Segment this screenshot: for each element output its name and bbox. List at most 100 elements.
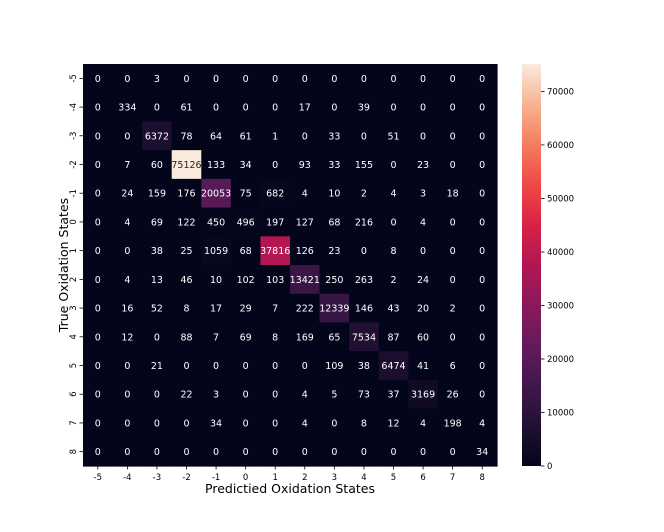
heatmap-cell-label: 0 xyxy=(390,217,396,228)
heatmap-cell xyxy=(230,437,262,467)
heatmap-cell-label: 0 xyxy=(154,390,160,401)
heatmap-cell xyxy=(467,351,498,381)
heatmap-cell xyxy=(230,265,262,295)
heatmap-cell xyxy=(83,408,114,438)
heatmap-cell xyxy=(230,150,262,180)
heatmap-cell-label: 17 xyxy=(210,304,222,315)
heatmap-cell xyxy=(201,293,232,324)
heatmap-cell-label: 41 xyxy=(417,361,429,372)
heatmap-cell xyxy=(112,379,143,410)
heatmap-cell-label: 61 xyxy=(240,131,252,142)
heatmap-cell-label: 6372 xyxy=(145,131,169,142)
heatmap-cell xyxy=(290,236,321,266)
heatmap-cell xyxy=(349,322,380,352)
heatmap-cell xyxy=(378,351,409,381)
heatmap-cell-label: 2 xyxy=(361,189,367,200)
heatmap-cell xyxy=(260,178,291,209)
y-tick-label: -3 xyxy=(69,132,79,140)
heatmap-cell xyxy=(142,351,173,381)
heatmap-cell xyxy=(319,178,350,209)
heatmap-cell-label: 20053 xyxy=(201,189,231,200)
heatmap-cell-label: 0 xyxy=(95,160,101,171)
heatmap-cell-label: 0 xyxy=(361,246,367,257)
heatmap-cell xyxy=(349,64,380,94)
heatmap-cell-label: 0 xyxy=(95,447,101,458)
heatmap-cell xyxy=(83,178,114,209)
heatmap-cell-label: 0 xyxy=(95,304,101,315)
heatmap-cell-label: 7 xyxy=(124,160,130,171)
heatmap-cell xyxy=(467,408,498,438)
heatmap-cell xyxy=(230,293,262,324)
heatmap-cell xyxy=(319,150,350,180)
heatmap-cell-label: 0 xyxy=(331,447,337,458)
heatmap-cell xyxy=(142,150,173,180)
colorbar-ticks: 0 10000 20000 30000 40000 50000 60000 70000 xyxy=(541,87,574,472)
heatmap-cell xyxy=(467,92,498,123)
heatmap-cell-label: 12 xyxy=(121,332,133,343)
heatmap-cell-label: 0 xyxy=(213,103,219,114)
heatmap-cell-label: 334 xyxy=(118,103,136,114)
heatmap-cell xyxy=(83,121,114,151)
y-tick-label: -1 xyxy=(69,189,79,197)
heatmap-cell xyxy=(171,437,202,467)
x-tick-label: -3 xyxy=(153,473,161,483)
heatmap-cell-label: 18 xyxy=(447,189,459,200)
heatmap-cell-label: 37816 xyxy=(260,246,290,257)
heatmap-cell xyxy=(319,92,350,123)
heatmap-cell-label: 8 xyxy=(361,418,367,429)
heatmap-cell-label: 0 xyxy=(243,390,249,401)
heatmap-cell xyxy=(319,236,350,266)
heatmap-cell-label: 0 xyxy=(124,74,130,85)
heatmap-cell-label: 0 xyxy=(479,189,485,200)
heatmap-cell-label: 37 xyxy=(387,390,399,401)
heatmap-cell-label: 0 xyxy=(95,246,101,257)
heatmap-cell xyxy=(467,207,498,237)
colorbar-tick-label: 70000 xyxy=(547,87,574,97)
heatmap-cell xyxy=(408,207,439,237)
heatmap-cell xyxy=(290,64,321,94)
heatmap-cell xyxy=(171,322,202,352)
heatmap-cell-label: 0 xyxy=(154,332,160,343)
heatmap-cell xyxy=(408,379,439,410)
heatmap-cell xyxy=(319,351,350,381)
colorbar-tick-label: 30000 xyxy=(547,301,574,311)
heatmap-cell xyxy=(112,121,143,151)
heatmap-cell xyxy=(142,121,173,151)
heatmap-cell xyxy=(260,121,291,151)
heatmap-cell xyxy=(290,408,321,438)
heatmap-cell-label: 6474 xyxy=(381,361,405,372)
heatmap-cell-label: 3 xyxy=(154,74,160,85)
heatmap-cell-label: 4 xyxy=(390,189,396,200)
heatmap-cell xyxy=(230,92,262,123)
heatmap-cell-label: 8 xyxy=(272,332,278,343)
heatmap-cell-label: 103 xyxy=(266,275,284,286)
heatmap-cell-label: 0 xyxy=(95,332,101,343)
heatmap-cell-label: 7 xyxy=(272,304,278,315)
heatmap-cell-label: 0 xyxy=(361,74,367,85)
heatmap-cell xyxy=(319,379,350,410)
heatmap-cell-label: 88 xyxy=(180,332,192,343)
heatmap-cell xyxy=(112,92,143,123)
heatmap-cell xyxy=(260,293,291,324)
heatmap-cell xyxy=(201,379,232,410)
heatmap-cell xyxy=(290,92,321,123)
heatmap-cell xyxy=(437,92,469,123)
heatmap-cell-label: 4 xyxy=(302,189,308,200)
colorbar-gradient xyxy=(522,64,541,466)
x-tick-label: -4 xyxy=(123,473,131,483)
heatmap-cell xyxy=(437,207,469,237)
x-tick-label: 5 xyxy=(391,473,396,483)
heatmap-cell xyxy=(230,351,262,381)
heatmap-cell-label: 0 xyxy=(420,131,426,142)
heatmap-cell-label: 51 xyxy=(387,131,399,142)
heatmap-cell-label: 0 xyxy=(390,160,396,171)
heatmap-cell xyxy=(437,293,469,324)
heatmap-cell-label: 0 xyxy=(302,74,308,85)
heatmap-cell-label: 33 xyxy=(328,160,340,171)
heatmap-cell xyxy=(83,207,114,237)
heatmap-cell xyxy=(142,236,173,266)
heatmap-cell-label: 0 xyxy=(95,275,101,286)
heatmap-cell xyxy=(201,150,232,180)
heatmap-cell-label: 60 xyxy=(151,160,163,171)
heatmap-cell xyxy=(349,293,380,324)
